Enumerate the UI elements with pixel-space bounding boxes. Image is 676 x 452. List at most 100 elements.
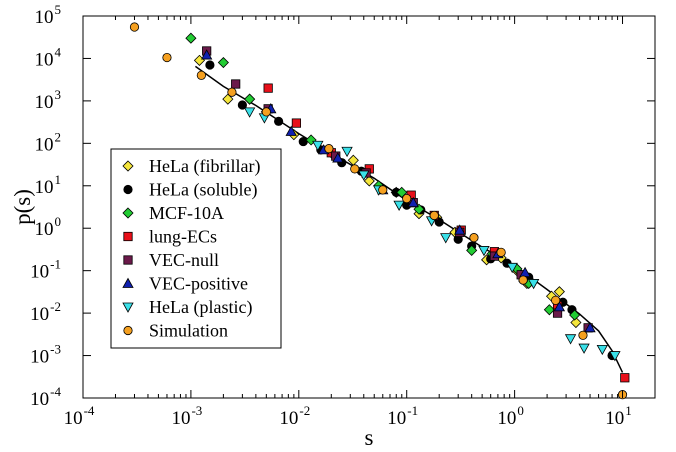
legend-entries: HeLa (fibrillar) HeLa (soluble)MCF-10A lun… — [122, 156, 260, 341]
legend-marker — [123, 184, 133, 195]
legend-box — [110, 148, 282, 349]
data-point — [378, 185, 388, 195]
y-tick-label: 103 — [35, 87, 62, 113]
legend-label: VEC-positive — [149, 274, 248, 294]
data-point — [363, 175, 375, 187]
data-point — [466, 244, 478, 256]
data-point — [227, 87, 237, 97]
x-tick-label: 10-4 — [64, 403, 95, 429]
data-point — [274, 116, 284, 126]
legend-label: HeLa (soluble) — [149, 180, 257, 201]
data-points-layer — [129, 22, 630, 400]
data-point — [261, 107, 271, 117]
data-point — [454, 224, 466, 235]
data-point — [609, 351, 621, 362]
data-point — [553, 286, 565, 298]
y-tick-label: 100 — [35, 214, 62, 240]
legend-label: VEC-null — [149, 250, 219, 270]
y-tick-label: 10-4 — [30, 384, 61, 410]
data-point — [341, 146, 353, 158]
series-1 — [205, 60, 617, 361]
data-point — [578, 343, 590, 354]
data-point — [285, 125, 297, 136]
plot-frame — [82, 15, 656, 399]
data-point — [244, 93, 256, 105]
legend-label: MCF-10A — [149, 203, 224, 223]
legend-label: lung-ECs — [149, 227, 217, 247]
data-point — [312, 140, 324, 152]
x-tick-label: 10-2 — [279, 403, 310, 429]
data-point — [200, 49, 213, 60]
data-point — [393, 200, 405, 211]
x-axis-title: s — [365, 425, 374, 450]
x-tick-label: 101 — [605, 403, 632, 429]
y-tick-label: 104 — [35, 44, 62, 70]
data-point — [263, 83, 273, 93]
data-point — [496, 247, 506, 257]
legend-item: Simulation — [123, 321, 228, 341]
data-point — [237, 100, 247, 110]
data-point — [478, 246, 490, 257]
data-point — [196, 70, 206, 80]
data-point — [518, 275, 528, 285]
y-tick-label: 10-3 — [30, 342, 61, 368]
data-point — [205, 60, 215, 70]
y-tick-label: 102 — [35, 129, 62, 155]
data-point — [620, 373, 630, 383]
legend-item: HeLa (plastic) — [122, 297, 252, 318]
data-point — [527, 279, 540, 290]
legend-item: HeLa (fibrillar) — [122, 156, 260, 177]
data-point — [324, 144, 334, 154]
data-point — [185, 32, 197, 44]
legend-item: MCF-10A — [122, 203, 224, 223]
data-point — [350, 164, 360, 174]
data-point — [553, 301, 566, 312]
legend-marker — [122, 302, 134, 313]
legend-marker — [123, 255, 133, 265]
data-point — [402, 193, 412, 204]
data-point — [231, 79, 241, 89]
y-tick-label: 101 — [35, 172, 62, 198]
data-point — [429, 210, 439, 221]
legend-label: Simulation — [149, 321, 228, 341]
data-point — [358, 170, 370, 181]
x-tick-label: 10-3 — [171, 403, 202, 429]
legend-marker — [122, 207, 134, 219]
legend-label: HeLa (fibrillar) — [149, 156, 260, 177]
data-point — [129, 22, 140, 32]
data-point — [469, 233, 479, 243]
legend-marker — [122, 160, 134, 172]
data-point — [332, 152, 344, 163]
data-point — [222, 93, 234, 105]
legend-marker — [123, 231, 133, 242]
axis-ticks-layer: 10-4 10-3 10-2 10-1 100 101 10-4 10-3 10-2 10-1 10… — [30, 2, 655, 429]
legend-item: HeLa (soluble) — [123, 180, 257, 201]
y-tick-label: 10-1 — [30, 257, 61, 283]
data-point — [578, 330, 588, 340]
data-point — [407, 196, 419, 208]
data-point — [162, 52, 172, 63]
series-7 — [129, 22, 628, 400]
data-point — [543, 304, 555, 316]
data-point — [551, 295, 561, 305]
data-point — [564, 334, 577, 345]
legend: HeLa (fibrillar) HeLa (soluble)MCF-10A lun… — [110, 148, 282, 349]
data-point — [298, 136, 308, 147]
legend-marker — [123, 325, 133, 336]
legend-marker — [122, 277, 134, 288]
legend-item: VEC-null — [123, 250, 219, 270]
data-point — [506, 262, 518, 274]
series-6 — [243, 107, 621, 362]
data-point — [217, 56, 229, 69]
data-point — [243, 107, 256, 118]
data-point — [584, 322, 596, 333]
legend-item: lung-ECs — [123, 227, 217, 247]
data-point — [569, 309, 581, 321]
legend-label: HeLa (plastic) — [149, 297, 252, 318]
x-tick-label: 10-1 — [387, 403, 418, 429]
y-axis-title: p(s) — [10, 189, 35, 225]
data-point — [596, 344, 609, 356]
y-tick-label: 105 — [35, 2, 62, 28]
data-point — [291, 118, 302, 128]
